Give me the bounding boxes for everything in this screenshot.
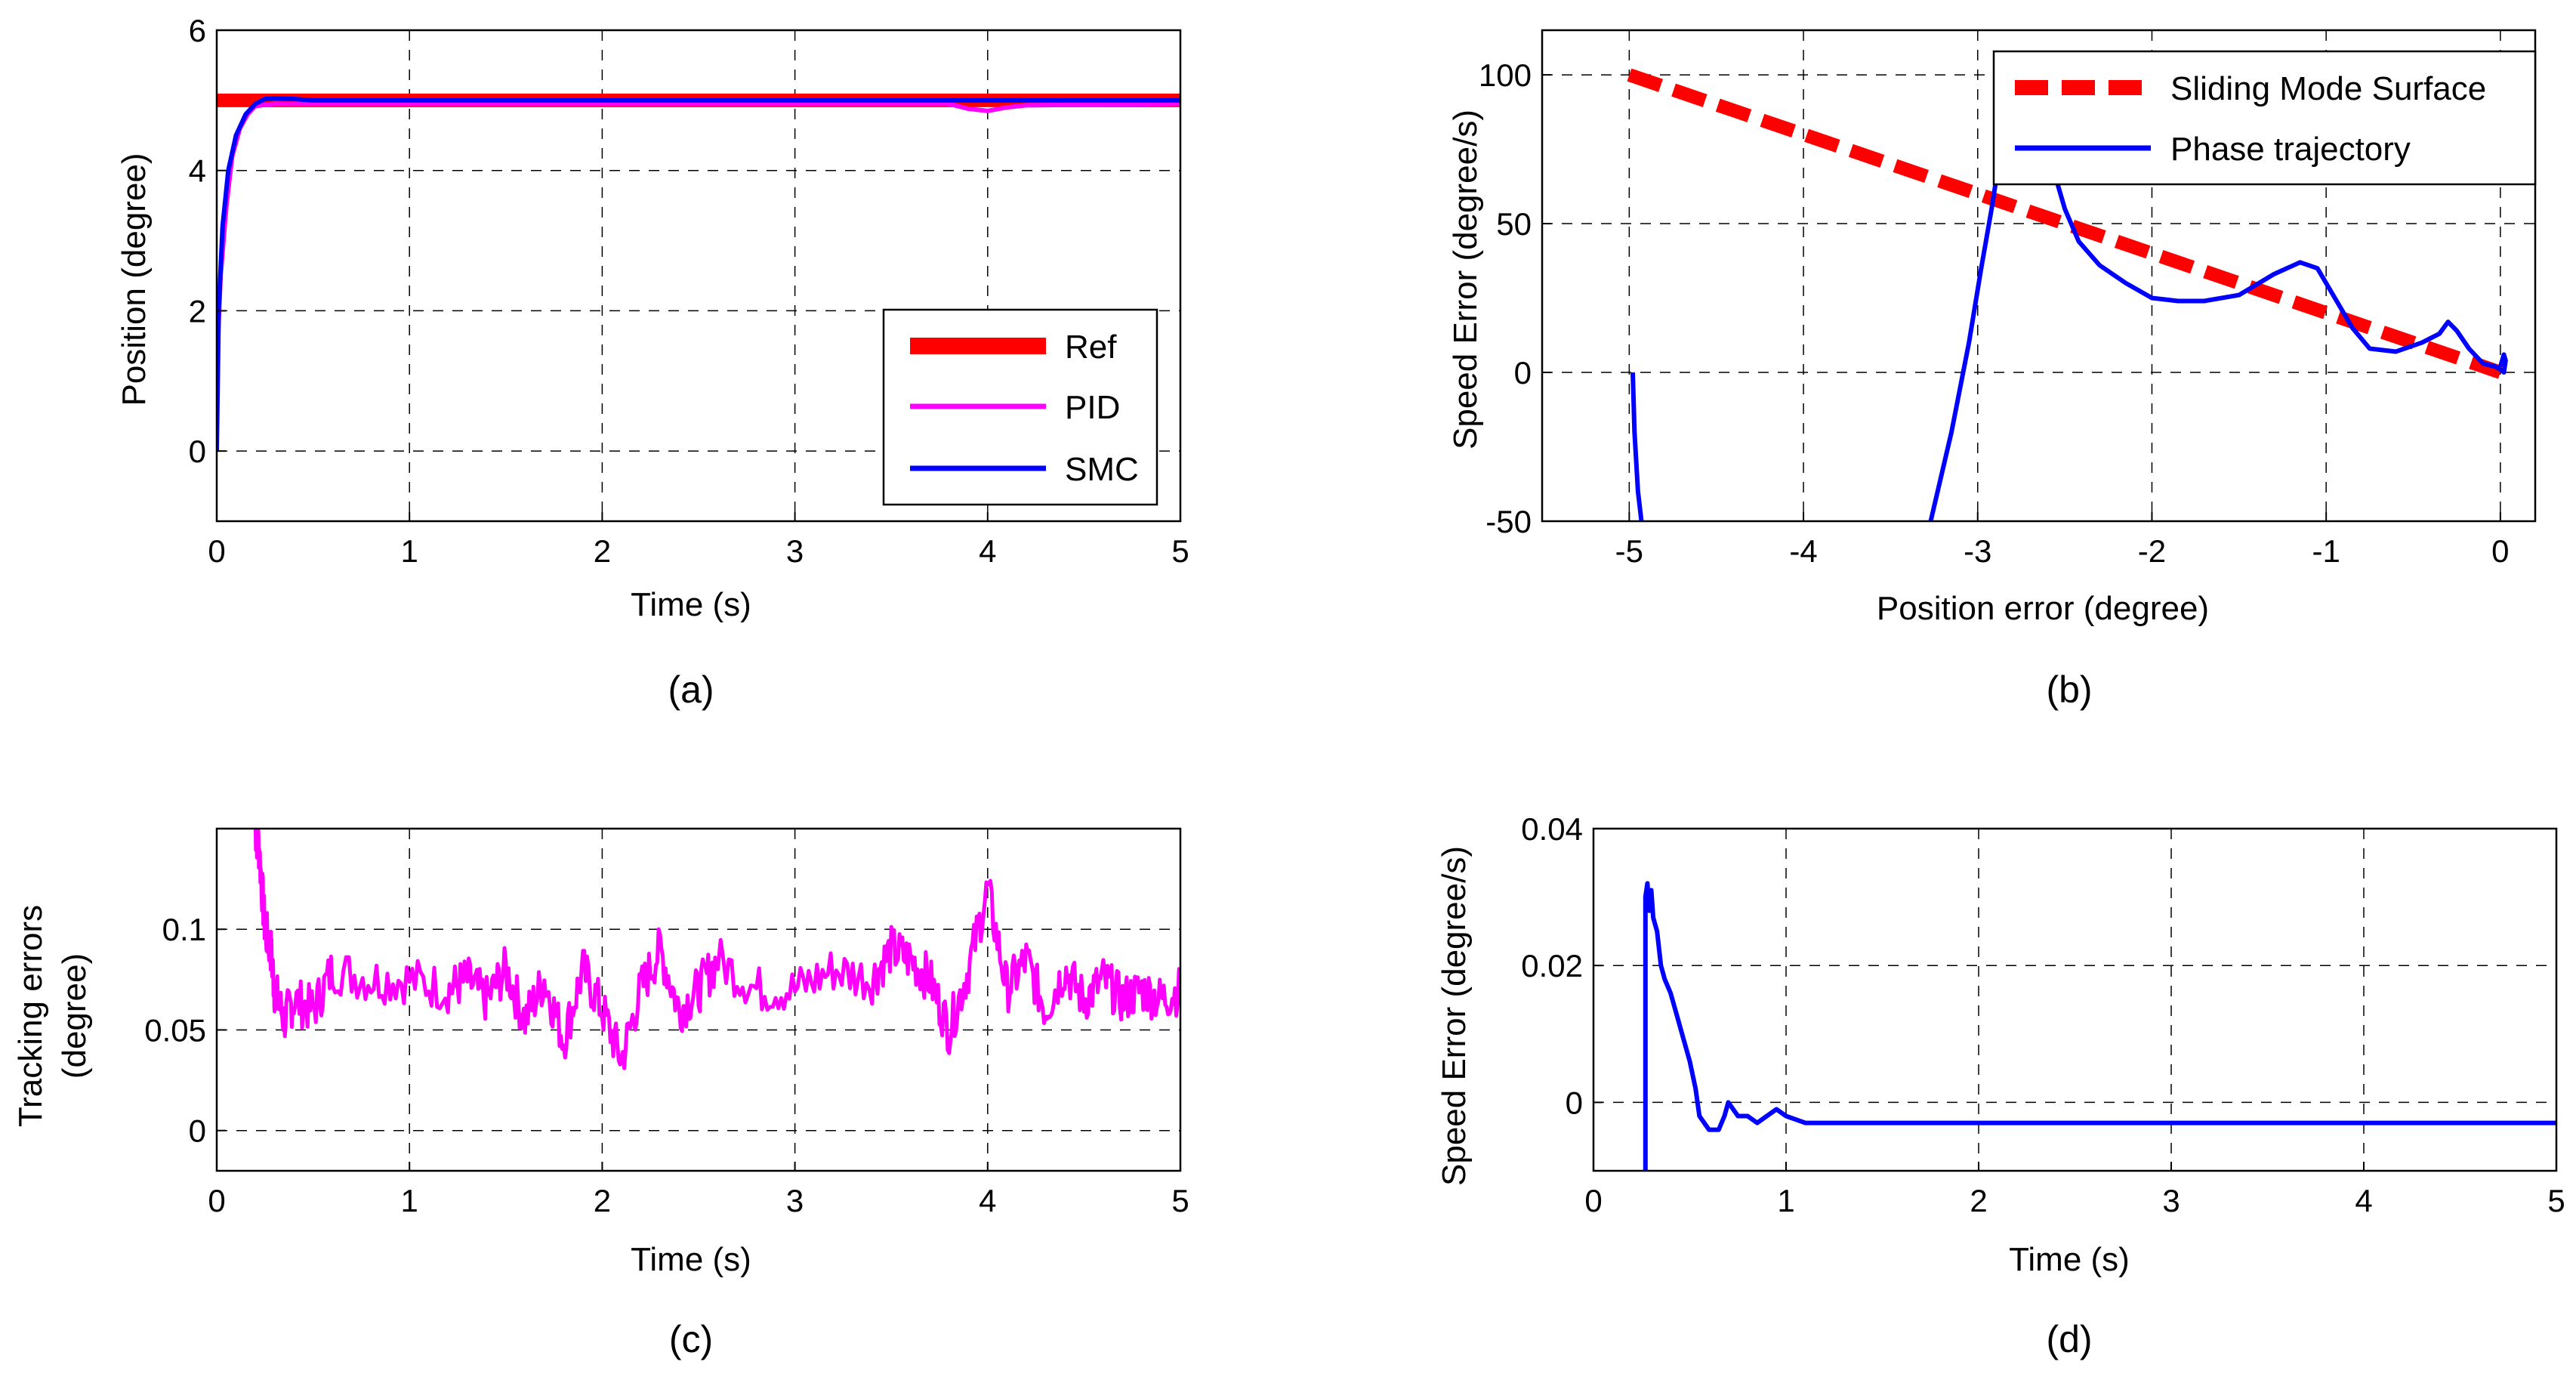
panel-d-series-0-line xyxy=(1643,881,2556,1171)
panel-a-ytick-label-2: 4 xyxy=(189,153,206,189)
panel-b-xtick-label-0: -5 xyxy=(1615,533,1643,569)
panel-b-legend-surface-label: Sliding Mode Surface xyxy=(2170,70,2486,107)
panel-c-axes-frame xyxy=(215,827,1182,1172)
panel-d-ticks: 0 1 2 3 4 5 0 0.02 0.04 xyxy=(1521,811,2565,1218)
panel-a-axes-frame xyxy=(215,29,1182,523)
panel-d-ytick-label-0: 0 xyxy=(1566,1085,1583,1120)
panel-b-caption: (b) xyxy=(2046,668,2092,711)
panel-b-xlabel: Position error (degree) xyxy=(1877,590,2209,627)
panel-c-xtick-label-2: 2 xyxy=(594,1183,611,1218)
panel-b-ytick-label-0: -50 xyxy=(1485,504,1532,539)
panel-c-xtick-label-1: 1 xyxy=(401,1183,418,1218)
panel-b-series-2-line xyxy=(1928,137,2508,521)
panel-d-ytick-label-2: 0.04 xyxy=(1521,811,1583,847)
panel-b-ytick-label-1: 0 xyxy=(1514,355,1532,391)
panel-a-ytick-label-3: 6 xyxy=(189,13,206,48)
panel-a-series-2-line xyxy=(217,96,1180,452)
panel-b-series-0-line xyxy=(1627,68,2503,379)
panel-c-xtick-label-4: 4 xyxy=(979,1183,996,1218)
panel-a-xtick-label-0: 0 xyxy=(208,533,225,569)
panel-b-xtick-label-2: -3 xyxy=(1964,533,1991,569)
panel-a-xtick-label-4: 4 xyxy=(979,533,996,569)
panel-a-ytick-label-0: 0 xyxy=(189,434,206,469)
panel-a-legend: Ref PID SMC xyxy=(882,308,1158,506)
panel-b-xtick-label-5: 0 xyxy=(2491,533,2509,569)
panel-c-series xyxy=(253,829,1180,1070)
panel-a-legend-smc-label: SMC xyxy=(1065,451,1139,488)
panel-b-ytick-label-3: 100 xyxy=(1479,57,1532,93)
panel-d-ytick-label-1: 0.02 xyxy=(1521,948,1583,983)
panel-c-ylabel-line1: Tracking errors xyxy=(12,905,49,1127)
panel-d-xlabel: Time (s) xyxy=(2009,1241,2130,1278)
panel-c-ylabel: Tracking errors (degree) xyxy=(12,905,93,1127)
panel-c-ytick-label-0: 0 xyxy=(189,1113,206,1149)
panel-d-caption: (d) xyxy=(2046,1318,2092,1360)
panel-b: -5 -4 -3 -2 -1 0 -50 0 50 100 Position error (deg… xyxy=(1447,29,2537,711)
panel-b-axes-frame xyxy=(1541,29,2537,523)
panel-a-xlabel: Time (s) xyxy=(631,586,751,623)
panel-d: 0 1 2 3 4 5 0 0.02 0.04 Time (s) Speed Error (de… xyxy=(1436,811,2565,1360)
panel-c-ylabel-line2: (degree) xyxy=(56,953,93,1079)
panel-c-series-0-line xyxy=(253,829,1180,1070)
panel-b-series-1-line xyxy=(1630,372,1644,521)
panel-b-ylabel: Speed Error (degree/s) xyxy=(1447,110,1484,449)
panel-c-xtick-label-0: 0 xyxy=(208,1183,225,1218)
panel-a-ylabel: Position (degree) xyxy=(116,153,153,406)
panel-c-caption: (c) xyxy=(669,1318,713,1360)
panel-a-legend-ref-label: Ref xyxy=(1065,329,1117,366)
panel-d-ylabel: Speed Error (degree/s) xyxy=(1436,846,1473,1186)
panel-a-caption: (a) xyxy=(668,668,714,711)
panel-c-xlabel: Time (s) xyxy=(631,1241,751,1278)
panel-d-xtick-label-4: 4 xyxy=(2355,1183,2372,1218)
panel-a-xtick-label-5: 5 xyxy=(1171,533,1189,569)
panel-b-xtick-label-3: -2 xyxy=(2138,533,2166,569)
panel-c-ytick-label-1: 0.05 xyxy=(144,1012,206,1048)
panel-d-xtick-label-2: 2 xyxy=(1970,1183,1987,1218)
panel-c-xtick-label-5: 5 xyxy=(1171,1183,1189,1218)
panel-a-ticks: 0 1 2 3 4 5 0 2 4 6 xyxy=(189,13,1189,569)
panel-b-ticks: -5 -4 -3 -2 -1 0 -50 0 50 100 xyxy=(1479,57,2510,569)
panel-b-legend-trajectory-label: Phase trajectory xyxy=(2170,131,2411,168)
panel-a-legend-pid-label: PID xyxy=(1065,389,1120,426)
panel-c-ytick-label-2: 0.1 xyxy=(162,912,206,947)
panel-a-series xyxy=(217,93,1180,452)
panel-c-grid xyxy=(216,829,1181,1171)
panel-c: 0 1 2 3 4 5 0 0.05 0.1 Time (s) Tracking errors … xyxy=(12,827,1189,1360)
panel-b-legend-box xyxy=(1992,50,2537,186)
panel-c-ticks: 0 1 2 3 4 5 0 0.05 0.1 xyxy=(144,912,1189,1218)
panel-a-xtick-label-2: 2 xyxy=(594,533,611,569)
panel-d-xtick-label-3: 3 xyxy=(2162,1183,2180,1218)
panel-d-xtick-label-5: 5 xyxy=(2547,1183,2565,1218)
panel-d-axes-frame xyxy=(1592,827,2558,1172)
panel-d-series xyxy=(1643,881,2556,1171)
panel-d-grid xyxy=(1593,828,2557,1171)
panel-b-xtick-label-4: -1 xyxy=(2312,533,2340,569)
panel-a-ytick-label-1: 2 xyxy=(189,293,206,329)
panel-b-ytick-label-2: 50 xyxy=(1496,206,1532,242)
panel-a-xtick-label-3: 3 xyxy=(786,533,804,569)
panel-d-xtick-label-1: 1 xyxy=(1777,1183,1794,1218)
panel-a: 0 1 2 3 4 5 0 2 4 6 Time (s) Position (degree) (a… xyxy=(116,13,1189,711)
panel-c-xtick-label-3: 3 xyxy=(786,1183,804,1218)
panel-b-xtick-label-1: -4 xyxy=(1789,533,1817,569)
panel-a-xtick-label-1: 1 xyxy=(401,533,418,569)
panel-d-xtick-label-0: 0 xyxy=(1584,1183,1602,1218)
panel-b-legend: Sliding Mode Surface Phase trajectory xyxy=(1992,50,2537,186)
